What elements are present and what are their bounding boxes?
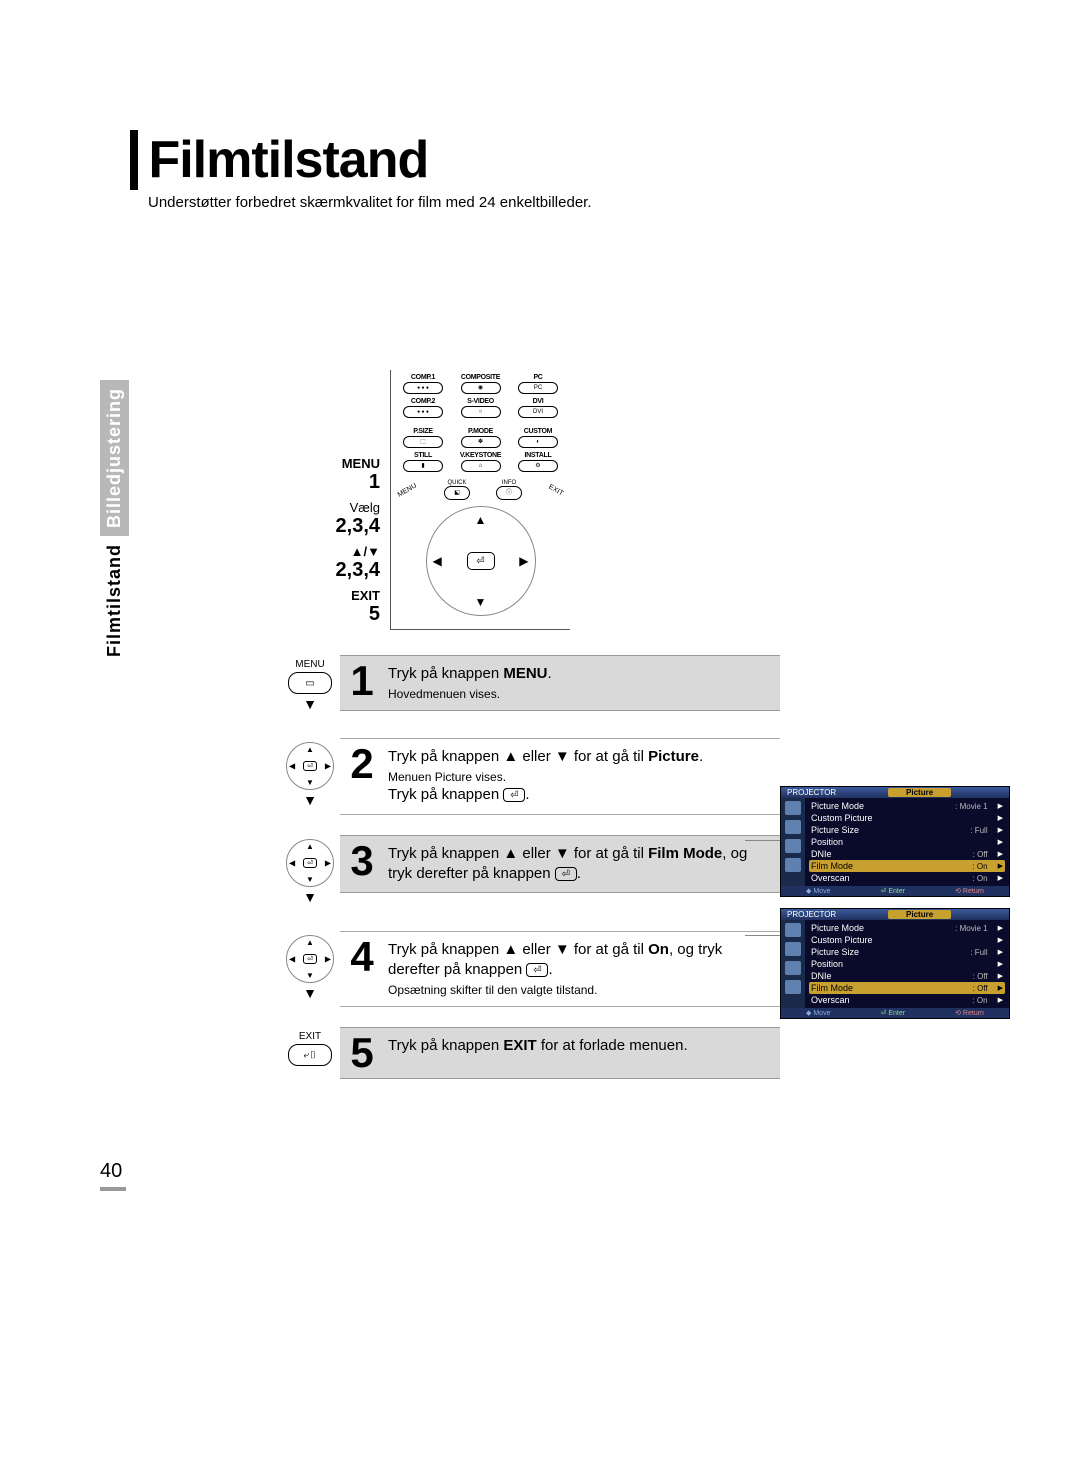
step-4: ▲▼◀▶⏎▼4Tryk på knappen ▲ eller ▼ for at … <box>280 931 780 1008</box>
step-1: MENU▭▼1Tryk på knappen MENU.Hovedmenuen … <box>280 655 780 718</box>
page-subtitle: Understøtter forbedret skærmkvalitet for… <box>148 194 950 211</box>
step-5: EXIT⤶▯5Tryk på knappen EXIT for at forla… <box>280 1027 780 1079</box>
remote-diagram: MENU 1 Vælg 2,3,4 ▲/▼ 2,3,4 EXIT 5 COMP.… <box>280 370 760 640</box>
side-tab: Billedjustering Filmtilstand <box>100 380 130 665</box>
step-2: ▲▼◀▶⏎▼2Tryk på knappen ▲ eller ▼ for at … <box>280 738 780 815</box>
page-number: 40 <box>100 1160 126 1191</box>
osd-preview-1: PROJECTORPicture Picture Mode: Movie 1▶C… <box>780 786 1010 897</box>
page-title: Filmtilstand <box>148 130 428 190</box>
osd-preview-2: PROJECTORPicture Picture Mode: Movie 1▶C… <box>780 908 1010 1019</box>
title-block: Filmtilstand <box>130 130 950 190</box>
step-3: ▲▼◀▶⏎▼3Tryk på knappen ▲ eller ▼ for at … <box>280 835 780 911</box>
